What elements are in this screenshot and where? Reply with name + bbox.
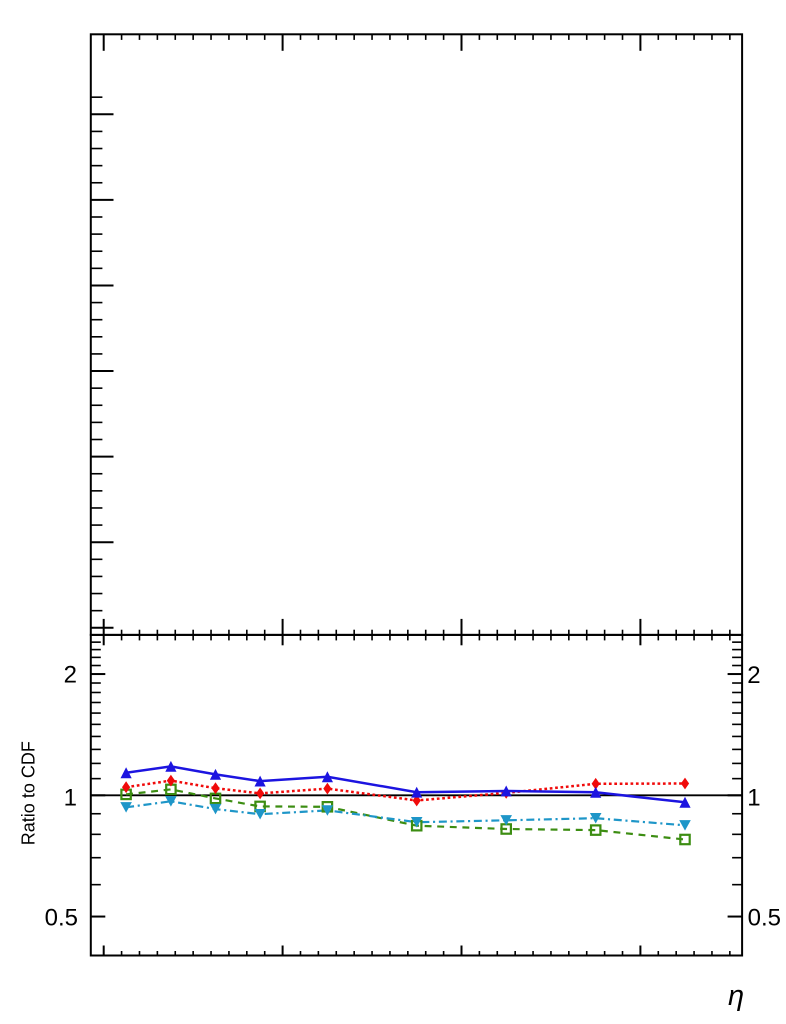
- svg-text:η: η: [728, 980, 744, 1012]
- svg-text:0.5: 0.5: [748, 904, 781, 931]
- svg-text:0.5: 0.5: [45, 904, 78, 931]
- svg-text:Ratio to CDF: Ratio to CDF: [18, 741, 38, 845]
- svg-text:1: 1: [747, 784, 760, 811]
- svg-text:2: 2: [64, 662, 77, 689]
- svg-text:2: 2: [747, 662, 760, 689]
- svg-text:1: 1: [64, 784, 77, 811]
